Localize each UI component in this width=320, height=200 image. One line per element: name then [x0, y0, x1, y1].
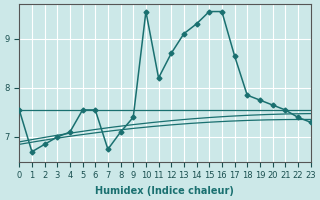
X-axis label: Humidex (Indice chaleur): Humidex (Indice chaleur)	[95, 186, 234, 196]
